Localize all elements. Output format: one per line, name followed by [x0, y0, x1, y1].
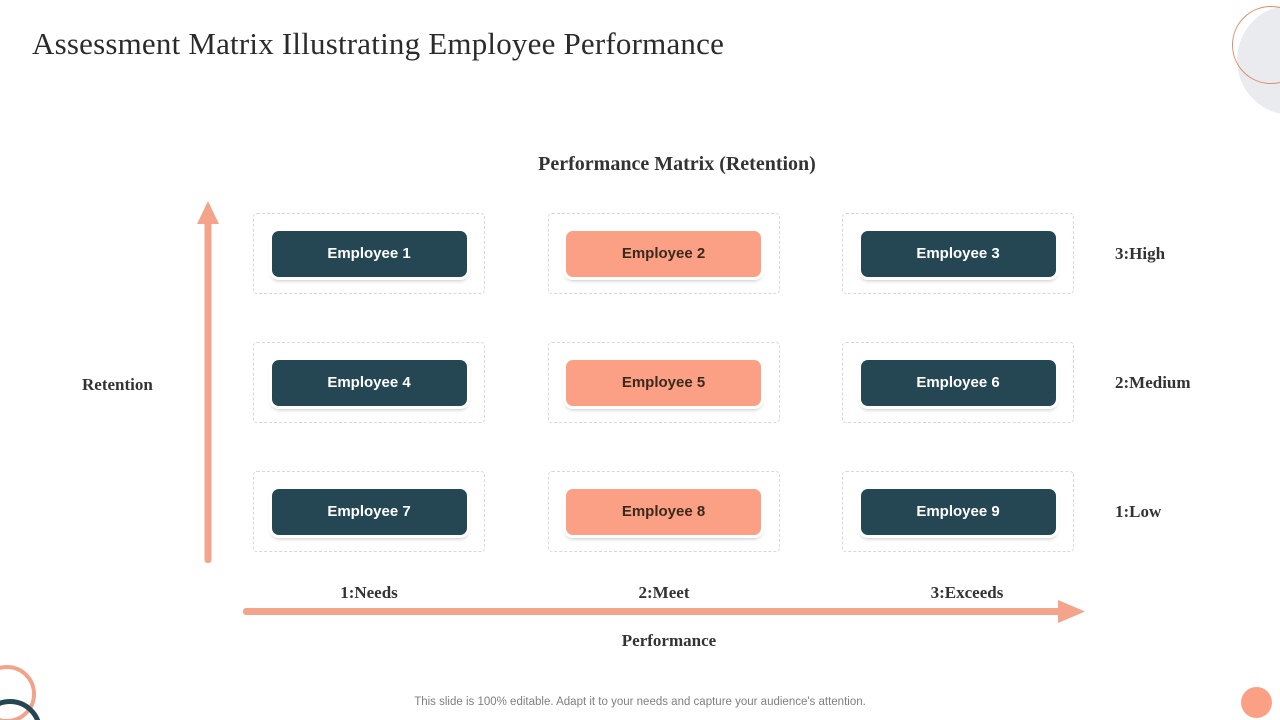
matrix-cell: Employee 7: [253, 471, 485, 552]
matrix-title: Performance Matrix (Retention): [538, 153, 816, 175]
x-axis-arrow-icon: [243, 600, 1085, 623]
x-axis-label: Performance: [621, 631, 717, 650]
y-tick-medium: 2:Medium: [1115, 373, 1191, 392]
matrix-cell: Employee 9: [842, 471, 1074, 552]
x-tick-needs: 1:Needs: [340, 583, 398, 602]
matrix-cell: Employee 1: [253, 213, 485, 294]
page-title: Assessment Matrix Illustrating Employee …: [32, 26, 725, 61]
employee-box: Employee 4: [271, 359, 467, 406]
matrix-cell: Employee 2: [547, 213, 780, 294]
y-tick-high: 3:High: [1115, 244, 1166, 263]
y-tick-low: 1:Low: [1115, 502, 1162, 521]
footer-note: This slide is 100% editable. Adapt it to…: [414, 696, 866, 708]
employee-box: Employee 1: [271, 230, 467, 277]
employee-box: Employee 3: [860, 230, 1056, 277]
matrix-cell: Employee 8: [547, 471, 780, 552]
employee-box: Employee 6: [860, 359, 1056, 406]
y-axis-arrow-icon: [197, 201, 219, 563]
matrix-cell: Employee 5: [547, 342, 780, 423]
matrix-cell: Employee 6: [842, 342, 1074, 423]
matrix-cell: Employee 4: [253, 342, 485, 423]
x-tick-exceeds: 3:Exceeds: [930, 583, 1004, 602]
y-axis-label: Retention: [82, 375, 153, 394]
employee-box: Employee 7: [271, 488, 467, 535]
matrix-cell: Employee 3: [842, 213, 1074, 294]
decor-salmon-dot-bottom-right: [1241, 687, 1272, 718]
employee-box: Employee 5: [566, 359, 761, 406]
employee-box: Employee 9: [860, 488, 1056, 535]
matrix-grid: Employee 1 Employee 2 Employee 3 Employe…: [253, 213, 1074, 552]
employee-box: Employee 2: [566, 230, 761, 277]
employee-box: Employee 8: [566, 488, 761, 535]
x-tick-meet: 2:Meet: [638, 583, 690, 602]
